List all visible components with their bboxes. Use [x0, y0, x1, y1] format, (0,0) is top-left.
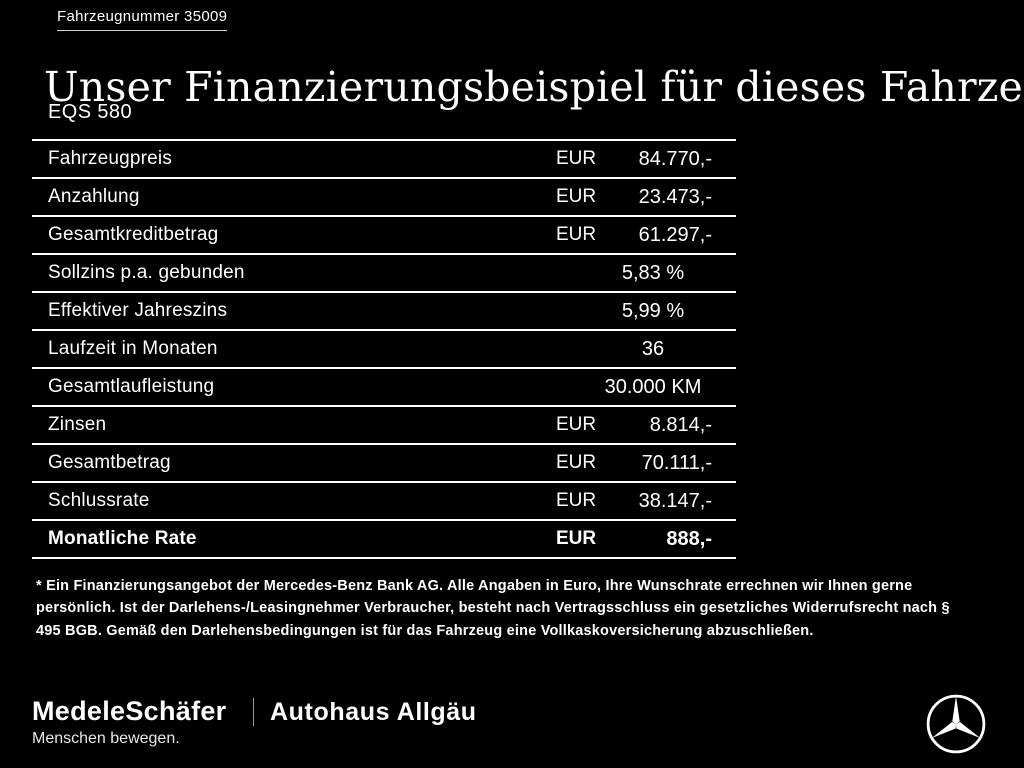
row-label: Schlussrate: [48, 490, 150, 511]
mercedes-star-icon: [925, 693, 987, 755]
finance-table: Fahrzeugpreis EUR 84.770,- Anzahlung EUR 23.4…: [32, 139, 736, 559]
currency-label: EUR: [556, 224, 597, 245]
row-value: 61.297,-: [638, 223, 712, 246]
row-value-area: EUR 84.770,-: [556, 148, 736, 171]
row-value: 5,99 %: [621, 299, 685, 322]
vehicle-model: EQS 580: [48, 101, 132, 123]
row-label: Fahrzeugpreis: [48, 148, 173, 169]
table-row: Zinsen EUR 8.814,-: [32, 407, 736, 445]
dealer-logo-autohaus-allgaeu: Autohaus Allgäu: [270, 698, 477, 726]
row-label: Gesamtbetrag: [48, 452, 171, 473]
row-value-area: EUR 23.473,-: [556, 186, 736, 209]
row-value-area: 36: [556, 338, 736, 361]
table-row: Gesamtkreditbetrag EUR 61.297,-: [32, 217, 736, 255]
row-label: Sollzins p.a. gebunden: [48, 262, 245, 283]
vehicle-number: Fahrzeugnummer 35009: [57, 8, 228, 31]
table-row: Laufzeit in Monaten 36: [32, 331, 736, 369]
table-row: Anzahlung EUR 23.473,-: [32, 179, 736, 217]
table-row: Gesamtlaufleistung 30.000 KM: [32, 369, 736, 407]
table-row: Monatliche Rate EUR 888,-: [32, 521, 736, 559]
row-value-area: EUR 38.147,-: [556, 490, 736, 513]
table-row: Fahrzeugpreis EUR 84.770,-: [32, 141, 736, 179]
currency-label: EUR: [556, 452, 597, 473]
currency-label: EUR: [556, 414, 597, 435]
row-value: 30.000 KM: [604, 375, 702, 398]
row-label: Zinsen: [48, 414, 107, 435]
row-label: Laufzeit in Monaten: [48, 338, 218, 359]
table-row: Effektiver Jahreszins 5,99 %: [32, 293, 736, 331]
currency-label: EUR: [556, 490, 597, 511]
row-value: 84.770,-: [638, 147, 712, 170]
table-row: Schlussrate EUR 38.147,-: [32, 483, 736, 521]
footer: MedeleSchäfer Menschen bewegen. Autohaus…: [0, 688, 1024, 768]
page-title: Unser Finanzierungsbeispiel für dieses F…: [44, 63, 1024, 112]
row-value: 38.147,-: [638, 489, 712, 512]
row-label: Gesamtkreditbetrag: [48, 224, 219, 245]
row-value-area: 30.000 KM: [556, 376, 736, 399]
currency-label: EUR: [556, 528, 597, 549]
dealer-logo-medeleschaefer: MedeleSchäfer: [32, 696, 227, 726]
table-row: Sollzins p.a. gebunden 5,83 %: [32, 255, 736, 293]
row-value-area: 5,99 %: [556, 300, 736, 323]
row-label: Effektiver Jahreszins: [48, 300, 228, 321]
row-value: 70.111,-: [641, 451, 712, 474]
row-value-area: EUR 888,-: [556, 528, 736, 551]
footer-divider: [253, 698, 254, 726]
row-value: 36: [641, 337, 665, 360]
row-label: Gesamtlaufleistung: [48, 376, 215, 397]
row-value-area: EUR 61.297,-: [556, 224, 736, 247]
currency-label: EUR: [556, 148, 597, 169]
legal-footnote: * Ein Finanzierungsangebot der Mercedes-…: [36, 578, 950, 639]
row-value-area: 5,83 %: [556, 262, 736, 285]
row-value-area: EUR 8.814,-: [556, 414, 736, 437]
row-value-area: EUR 70.111,-: [556, 452, 736, 475]
row-value: 5,83 %: [621, 261, 685, 284]
table-row: Gesamtbetrag EUR 70.111,-: [32, 445, 736, 483]
row-label: Monatliche Rate: [48, 528, 197, 549]
row-label: Anzahlung: [48, 186, 140, 207]
row-value: 888,-: [666, 527, 712, 550]
dealer-tagline: Menschen bewegen.: [32, 730, 180, 747]
row-value: 23.473,-: [638, 185, 712, 208]
currency-label: EUR: [556, 186, 597, 207]
row-value: 8.814,-: [649, 413, 712, 436]
